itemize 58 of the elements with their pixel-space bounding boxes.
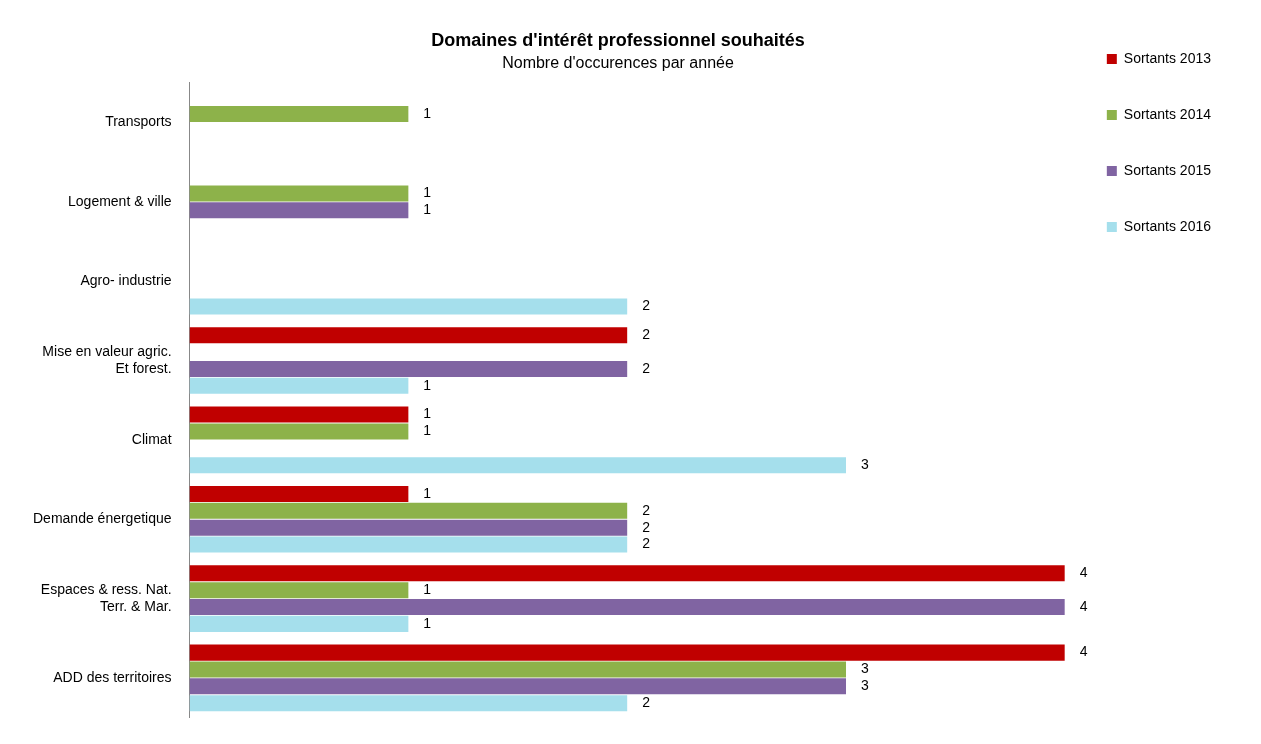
legend-label: Sortants 2014 <box>1123 105 1212 122</box>
data-label: 4 <box>1079 564 1088 581</box>
bar <box>189 106 409 123</box>
y-tick-label: Demande énergetique <box>33 510 172 527</box>
data-label: 2 <box>642 359 651 376</box>
bar <box>189 406 409 423</box>
data-label: 1 <box>423 484 432 501</box>
data-label: 1 <box>423 614 432 631</box>
legend-label: Sortants 2015 <box>1123 161 1212 178</box>
bar <box>189 644 1065 661</box>
data-label: 2 <box>642 694 651 711</box>
y-tick-label: Climat <box>131 430 172 447</box>
data-label: 1 <box>423 201 432 218</box>
data-label: 1 <box>423 422 432 439</box>
data-label: 3 <box>861 456 870 473</box>
bar <box>189 599 1065 616</box>
data-label: 3 <box>861 677 870 694</box>
data-label: 4 <box>1079 597 1088 614</box>
y-tick-label: ADD des territoires <box>53 668 172 685</box>
bar <box>189 615 409 632</box>
bar <box>189 695 628 712</box>
bar <box>189 536 628 553</box>
bar <box>189 678 847 695</box>
y-tick-label: Mise en valeur agric. Et forest. <box>42 342 172 376</box>
bar <box>189 327 628 344</box>
bar <box>189 202 409 219</box>
data-label: 1 <box>423 184 432 201</box>
bar <box>189 661 847 678</box>
bar <box>189 485 409 502</box>
data-label: 2 <box>642 501 651 518</box>
y-tick-label: Transports <box>105 113 172 130</box>
data-label: 3 <box>861 660 870 677</box>
bar <box>189 423 409 440</box>
bar <box>189 565 1065 582</box>
data-label: 1 <box>423 581 432 597</box>
bar <box>189 582 409 599</box>
data-label: 1 <box>423 376 432 393</box>
bar <box>189 377 409 394</box>
y-tick-label: Espaces & ress. Nat. Terr. & Mar. <box>40 581 172 614</box>
data-label: 2 <box>642 535 651 552</box>
legend-label: Sortants 2013 <box>1123 49 1212 66</box>
bar <box>189 457 847 474</box>
bar <box>189 360 628 377</box>
legend-label: Sortants 2016 <box>1123 217 1212 234</box>
bar <box>189 519 628 536</box>
y-tick-label: Logement & ville <box>68 192 172 209</box>
data-label: 2 <box>642 518 651 535</box>
chart-subtitle: Nombre d'occurences par année <box>502 53 734 71</box>
bar <box>189 298 628 315</box>
data-label: 4 <box>1079 643 1088 660</box>
data-label: 2 <box>642 297 651 314</box>
chart-title: Domaines d'intérêt professionnel souhaités <box>431 29 805 50</box>
data-label: 2 <box>642 326 651 343</box>
data-label: 1 <box>423 405 432 422</box>
y-tick-label: Agro- industrie <box>80 272 172 289</box>
data-label: 1 <box>423 104 432 121</box>
bar <box>189 502 628 519</box>
bar <box>189 185 409 202</box>
